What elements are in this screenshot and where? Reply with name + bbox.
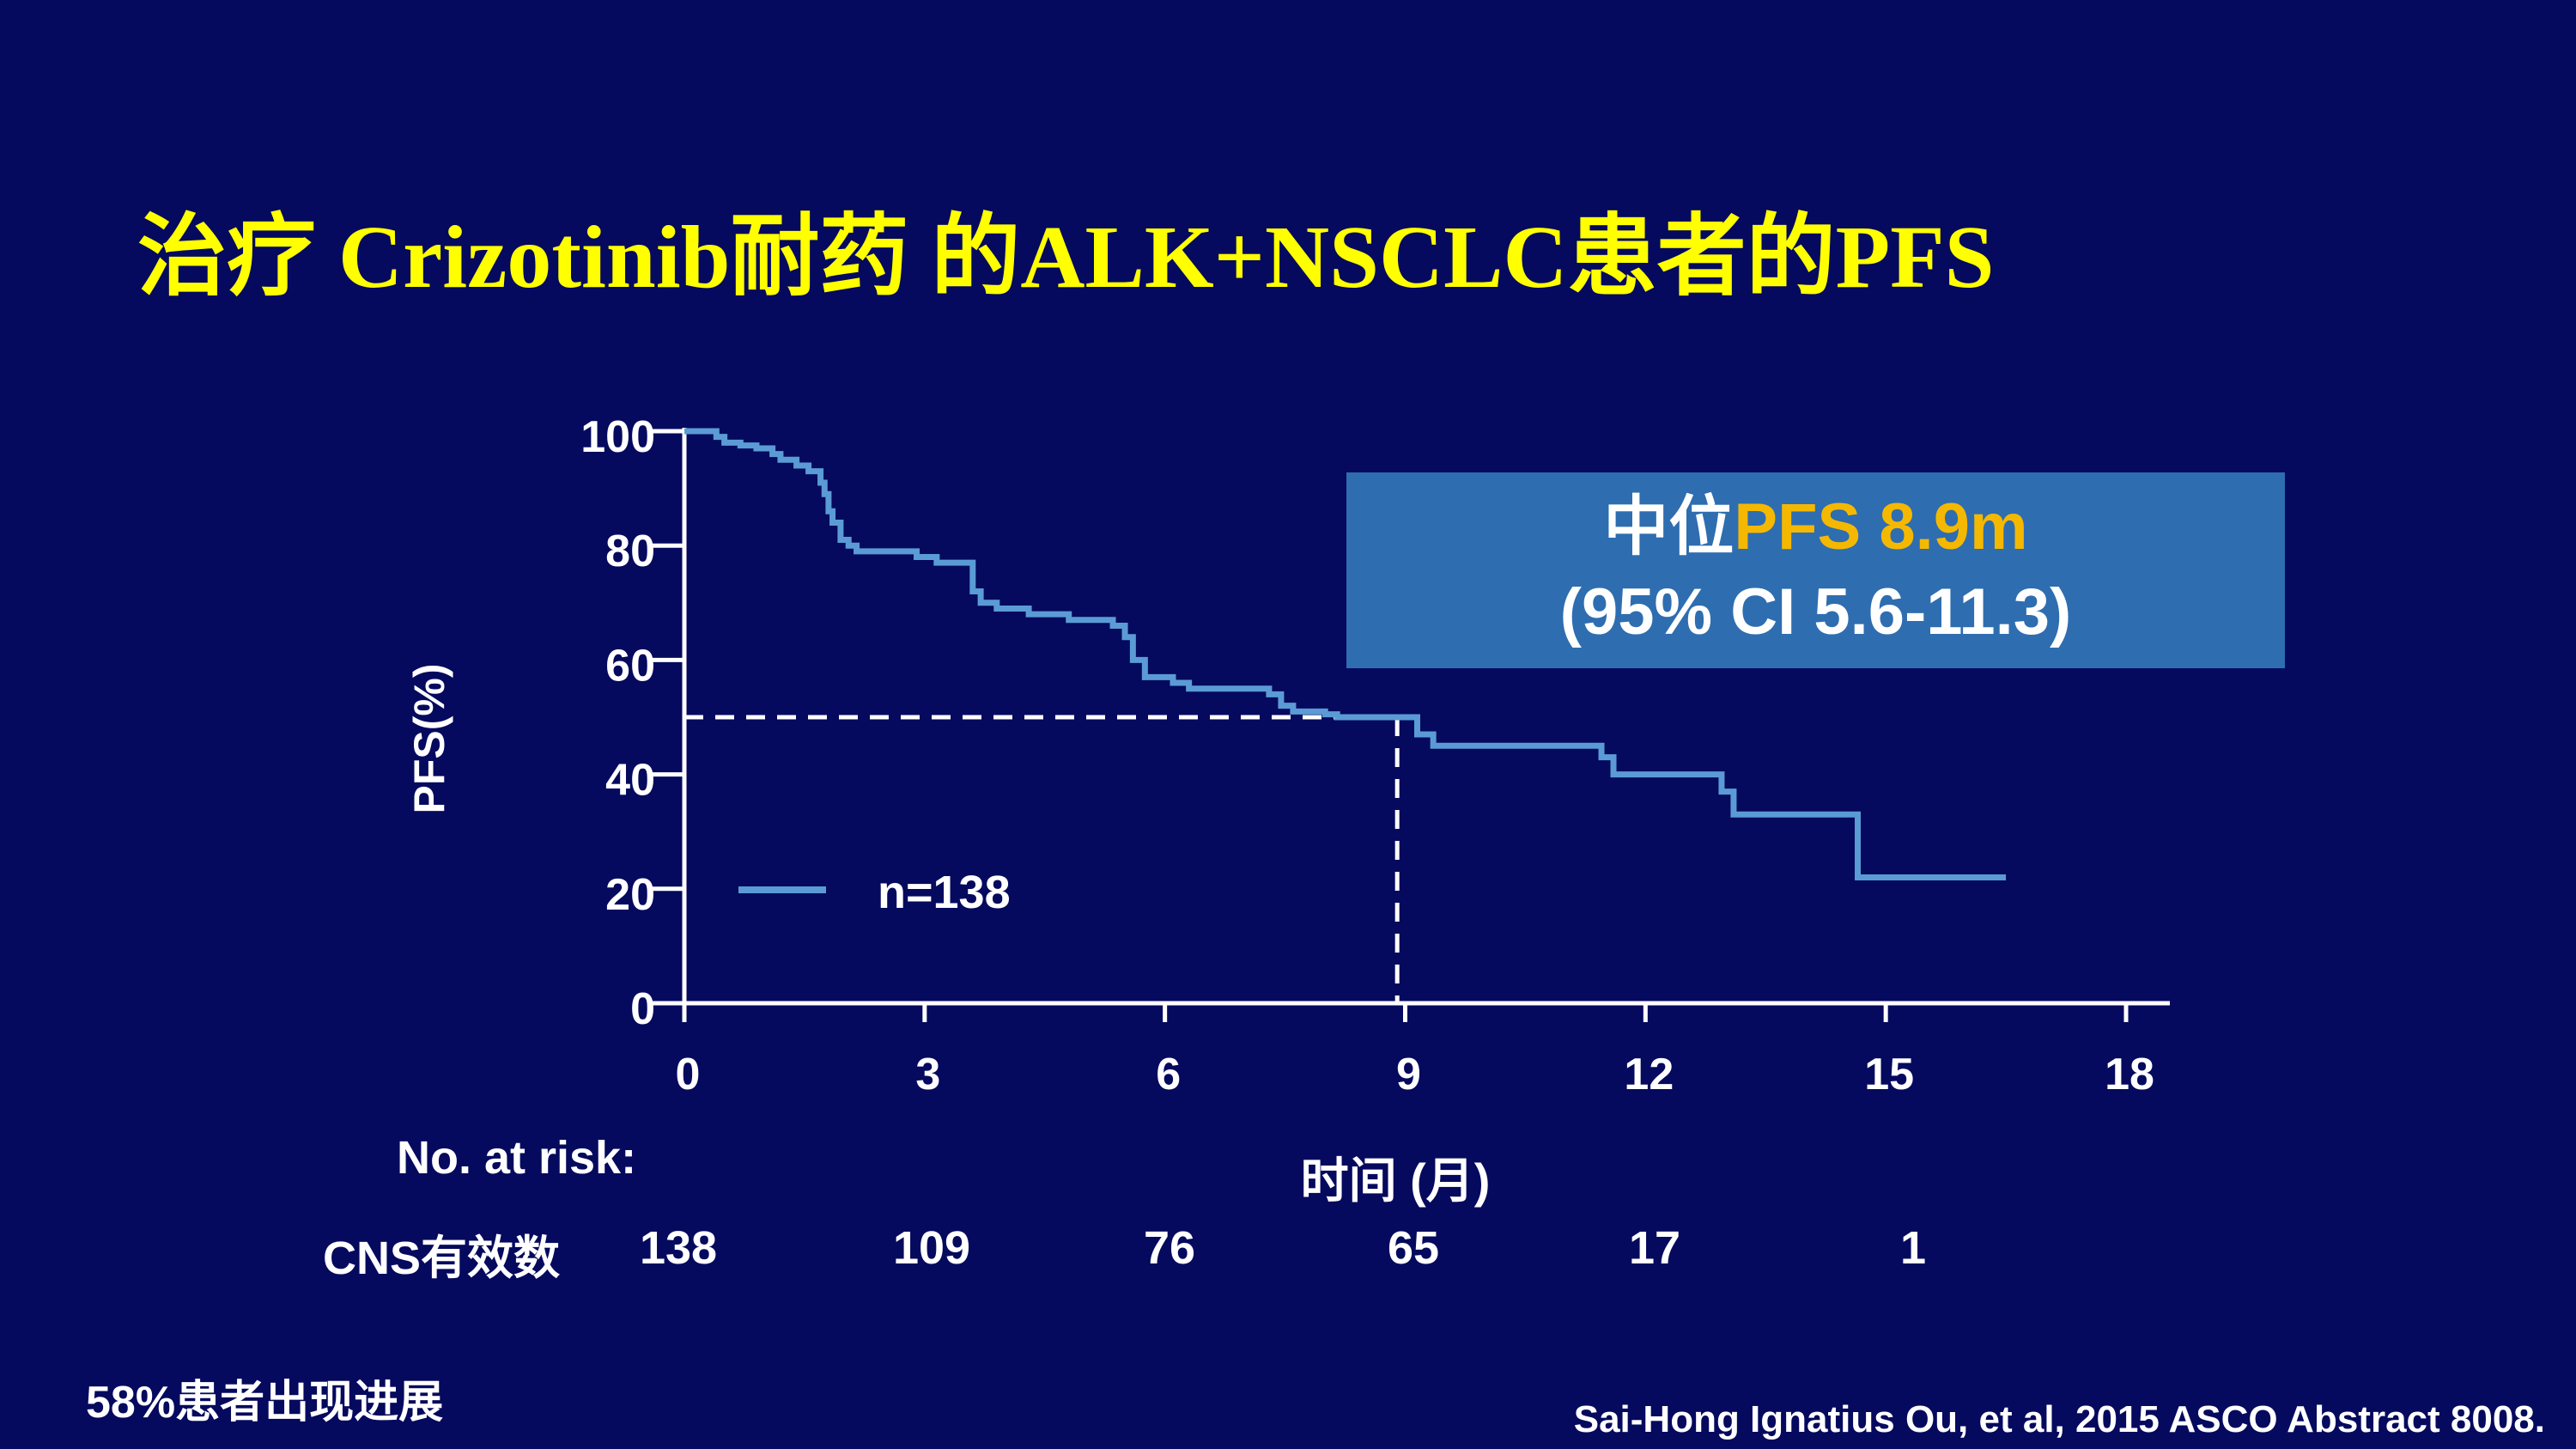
x-tick-label: 9 (1396, 1050, 1421, 1099)
y-tick-label: 40 (605, 756, 655, 806)
y-tick-label: 80 (605, 527, 655, 576)
risk-table-title: No. at risk: (397, 1132, 637, 1184)
median-pfs-box: 中位PFS 8.9m (95% CI 5.6-11.3) (1346, 472, 2285, 668)
km-curve-line (684, 428, 2007, 880)
y-axis-label: PFS(%) (405, 663, 453, 814)
y-tick-label: 20 (605, 870, 655, 920)
y-tick-label: 60 (605, 641, 655, 691)
x-tick-label: 12 (1624, 1050, 1674, 1099)
risk-row-label: CNS有效数 (323, 1233, 561, 1284)
footnote: 58%患者出现进展 (86, 1378, 444, 1428)
citation: Sai-Hong Ignatius Ou, et al, 2015 ASCO A… (1573, 1398, 2545, 1440)
median-ci: (95% CI 5.6-11.3) (1559, 575, 2072, 648)
y-tick-label: 100 (580, 412, 655, 462)
median-prefix: 中位 (1603, 490, 1735, 564)
risk-value: 17 (1628, 1222, 1681, 1274)
x-tick-label: 15 (1864, 1050, 1914, 1099)
x-tick-label: 3 (915, 1050, 940, 1099)
risk-value: 76 (1143, 1222, 1196, 1274)
x-tick-label: 18 (2105, 1050, 2154, 1099)
x-tick-label: 0 (676, 1050, 701, 1099)
risk-value: 109 (892, 1222, 971, 1274)
risk-value: 138 (639, 1222, 718, 1274)
median-value: PFS 8.9m (1734, 490, 2028, 564)
median-pfs-line: 中位PFS 8.9m (1603, 485, 2027, 570)
x-axis-label: 时间 (月) (1300, 1154, 1491, 1208)
y-tick-label: 0 (630, 984, 655, 1034)
risk-value: 65 (1387, 1222, 1440, 1274)
slide-title: 治疗 Crizotinib耐药 的ALK+NSCLC患者的PFS (137, 208, 1995, 307)
legend-label: n=138 (878, 867, 1011, 918)
x-tick-label: 6 (1156, 1050, 1181, 1099)
risk-value: 1 (1899, 1222, 1927, 1274)
